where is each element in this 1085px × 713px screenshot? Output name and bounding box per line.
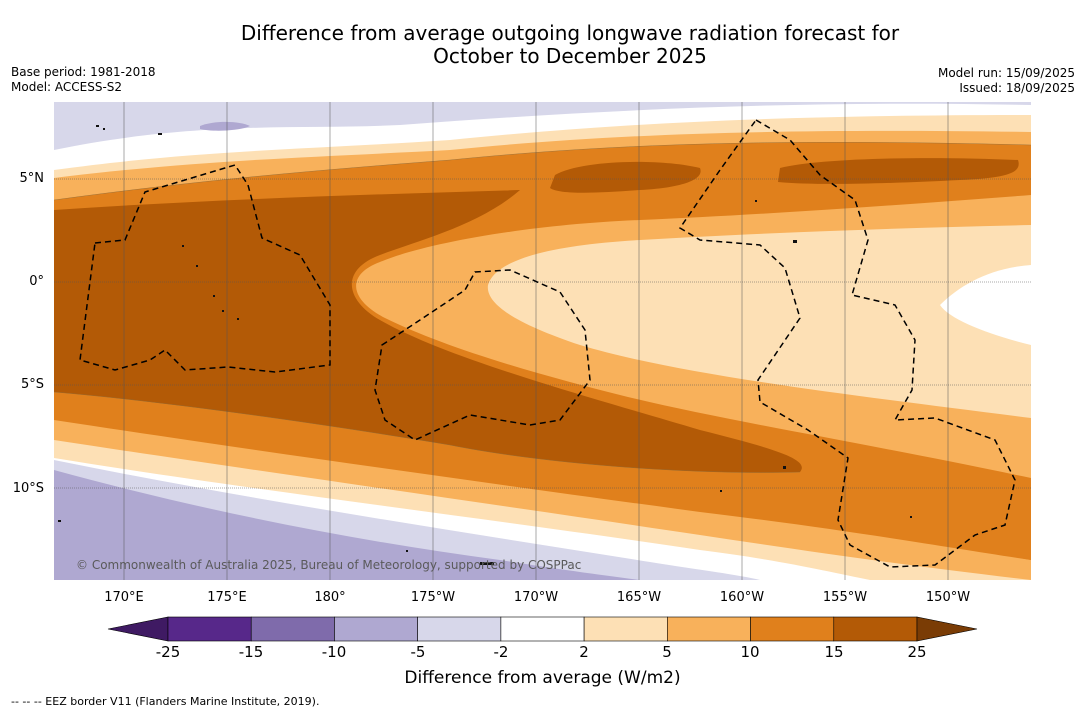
map-field [54, 102, 1031, 580]
lat-label-10s: 10°S [12, 481, 44, 496]
cb-segment [167, 616, 252, 642]
islands [58, 125, 912, 565]
cb-tick-m10: -10 [321, 643, 347, 661]
brown-patch-2 [778, 158, 1019, 184]
lon-label-170w: 170°W [513, 590, 559, 605]
cb-segment [583, 616, 668, 642]
cb-tick-m15: -15 [238, 643, 264, 661]
band-brown-core [54, 190, 802, 473]
lon-label-175e: 175°E [207, 590, 247, 605]
cb-tick-15: 15 [824, 643, 844, 661]
colorbar-label: Difference from average (W/m2) [404, 668, 681, 688]
model-run: Model run: 15/09/2025 [937, 66, 1075, 80]
cb-tick-10: 10 [740, 643, 760, 661]
lon-label-160w: 160°W [719, 590, 765, 605]
cb-extend-high [916, 616, 978, 642]
cb-extend-low [107, 616, 169, 642]
band-purple-south [54, 470, 640, 580]
cb-tick-m25: -25 [155, 643, 181, 661]
eez-legend: -- -- -- EEZ border V11 (Flanders Marine… [11, 695, 320, 708]
cb-segment [833, 616, 918, 642]
cb-segment [250, 616, 335, 642]
light-orange-pool [487, 225, 1031, 418]
model-name: Model: ACCESS-S2 [11, 80, 123, 94]
cb-segment [417, 616, 502, 642]
cb-segment [667, 616, 751, 642]
cb-segment [750, 616, 835, 642]
white-pocket [940, 265, 1031, 345]
lon-label-170e: 170°E [104, 590, 144, 605]
cb-tick-25: 25 [907, 643, 927, 661]
copyright-credit: © Commonwealth of Australia 2025, Bureau… [76, 558, 582, 572]
lat-label-0: 0° [29, 274, 44, 289]
lon-label-150w: 150°W [925, 590, 971, 605]
meta-left: Base period: 1981-2018 Model: ACCESS-S2 [11, 65, 156, 95]
eez-borders [79, 119, 1016, 568]
chart-title-line2: October to December 2025 [433, 44, 707, 68]
meta-right: Model run: 15/09/2025 Issued: 18/09/2025 [938, 66, 1075, 96]
base-period: Base period: 1981-2018 [11, 65, 156, 79]
lat-label-5n: 5°N [19, 171, 45, 186]
band-dark-orange-strip [54, 390, 1031, 560]
cb-segment [500, 616, 585, 642]
lavender-north [200, 121, 250, 131]
cb-tick-5: 5 [662, 643, 672, 661]
lon-label-180: 180° [314, 590, 346, 605]
lon-label-165w: 165°W [616, 590, 662, 605]
lat-label-5s: 5°S [20, 377, 44, 392]
issued-date: Issued: 18/09/2025 [959, 81, 1075, 95]
lon-label-155w: 155°W [822, 590, 868, 605]
cb-segment [334, 616, 418, 642]
cb-tick-m2: -2 [493, 643, 509, 661]
lon-label-175w: 175°W [410, 590, 456, 605]
cb-tick-m5: -5 [410, 643, 426, 661]
chart-title-line1: Difference from average outgoing longwav… [240, 21, 900, 45]
brown-patch-1 [550, 161, 701, 193]
cb-tick-2: 2 [579, 643, 589, 661]
